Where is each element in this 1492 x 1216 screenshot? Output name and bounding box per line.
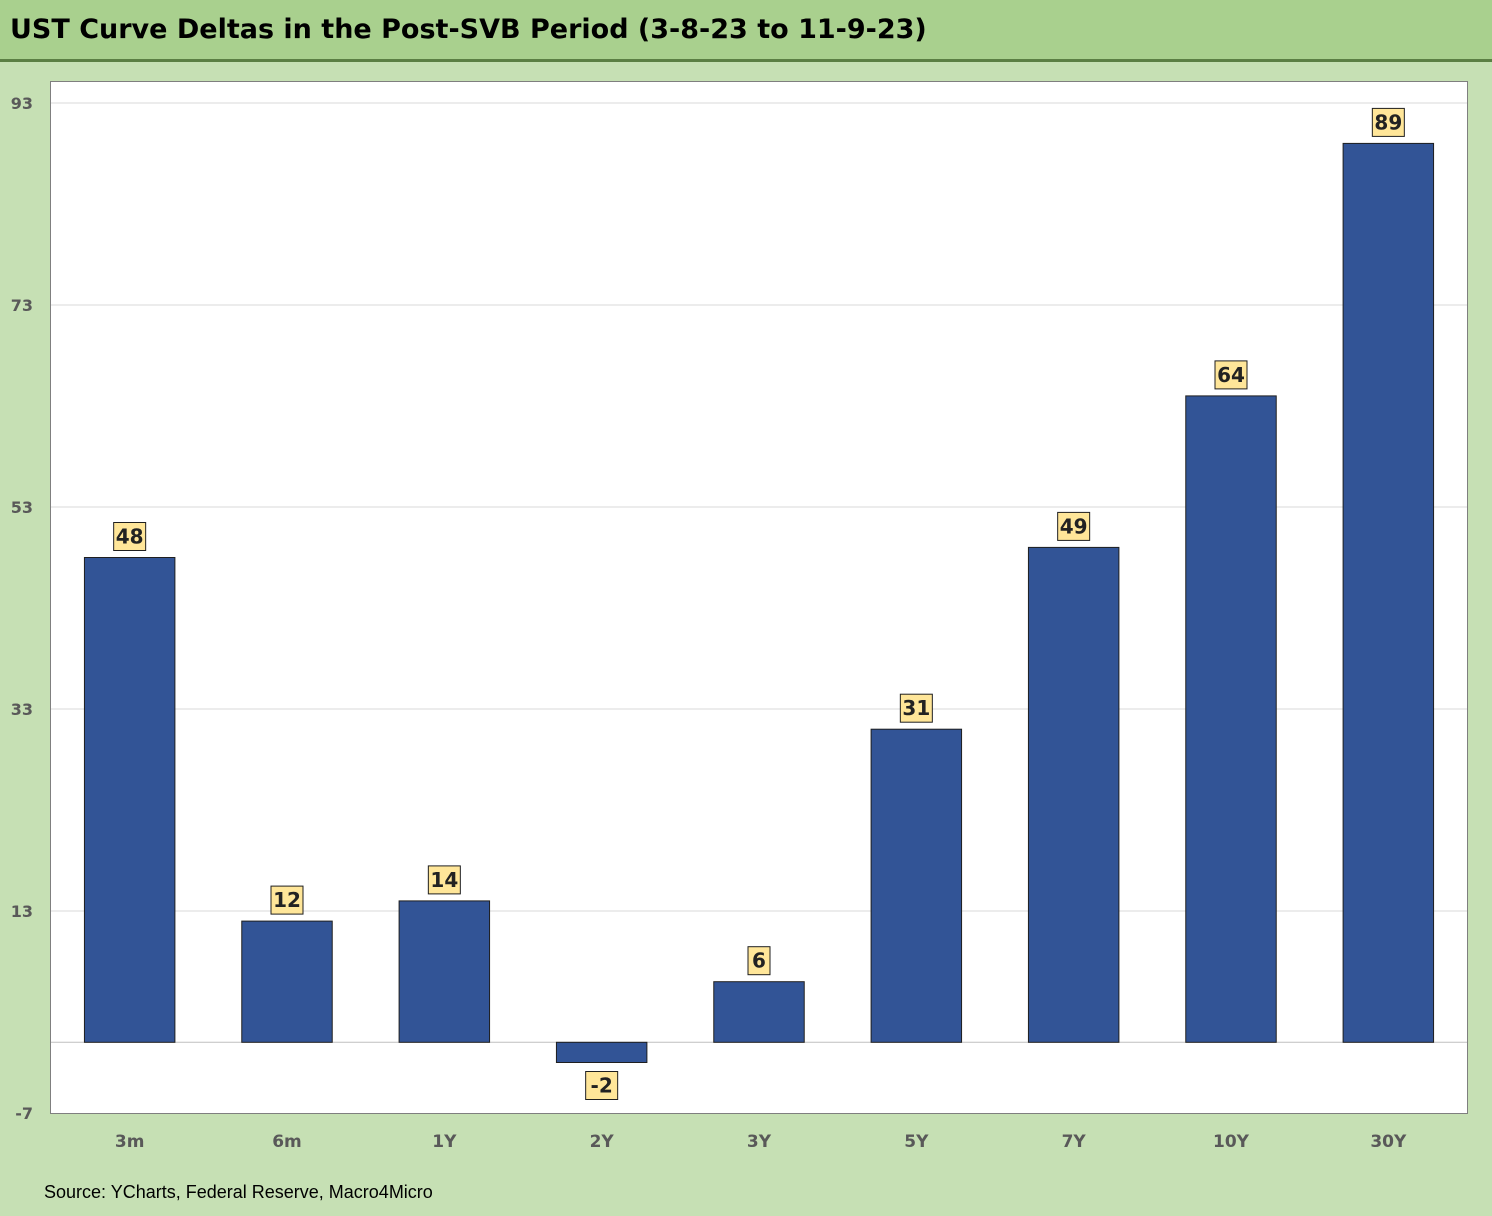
data-label-box	[1057, 511, 1091, 541]
bar	[1027, 546, 1120, 1043]
data-label: 12	[273, 888, 301, 912]
data-label: 48	[116, 525, 144, 549]
bar	[83, 557, 176, 1043]
bar	[241, 920, 333, 1043]
bar	[713, 981, 805, 1043]
x-tick-label: 30Y	[1370, 1132, 1407, 1152]
y-tick-label: 13	[11, 902, 33, 921]
x-tick-label: 3Y	[747, 1132, 772, 1152]
x-tick-label: 5Y	[904, 1132, 929, 1152]
data-label-box	[747, 946, 771, 976]
data-label-box	[1371, 107, 1405, 137]
data-label-box	[113, 522, 147, 551]
x-tick-label: 10Y	[1213, 1132, 1250, 1152]
y-tick-label: 93	[11, 94, 33, 113]
data-label-box	[585, 1071, 619, 1100]
data-label: 89	[1374, 110, 1402, 134]
bar	[1185, 395, 1277, 1043]
data-label: 49	[1060, 514, 1088, 538]
y-tick-label: 73	[11, 296, 33, 315]
bar	[398, 900, 491, 1043]
y-tick-label: 33	[11, 700, 33, 719]
data-label-box	[1214, 360, 1248, 390]
x-tick-label: 3m	[115, 1132, 145, 1152]
x-tick-label: 6m	[272, 1132, 302, 1152]
x-tick-label: 7Y	[1062, 1132, 1087, 1152]
y-tick-label: 53	[11, 498, 33, 517]
data-label: 14	[430, 868, 458, 892]
y-tick-label: -7	[15, 1104, 33, 1123]
source-note: Source: YCharts, Federal Reserve, Macro4…	[44, 1182, 433, 1202]
data-label: 6	[752, 949, 766, 973]
x-tick-label: 1Y	[432, 1132, 457, 1152]
bar	[1342, 142, 1435, 1043]
title-bar: UST Curve Deltas in the Post-SVB Period …	[0, 0, 1492, 62]
chart-title: UST Curve Deltas in the Post-SVB Period …	[10, 14, 927, 45]
data-label-box	[427, 865, 461, 895]
data-label: 64	[1217, 363, 1245, 387]
data-label-box	[270, 885, 304, 915]
x-tick-label: 2Y	[590, 1132, 615, 1152]
data-label: 31	[902, 696, 930, 720]
data-label: -2	[591, 1074, 613, 1098]
data-label-box	[899, 693, 933, 723]
bar	[870, 728, 963, 1043]
bar	[555, 1041, 648, 1064]
